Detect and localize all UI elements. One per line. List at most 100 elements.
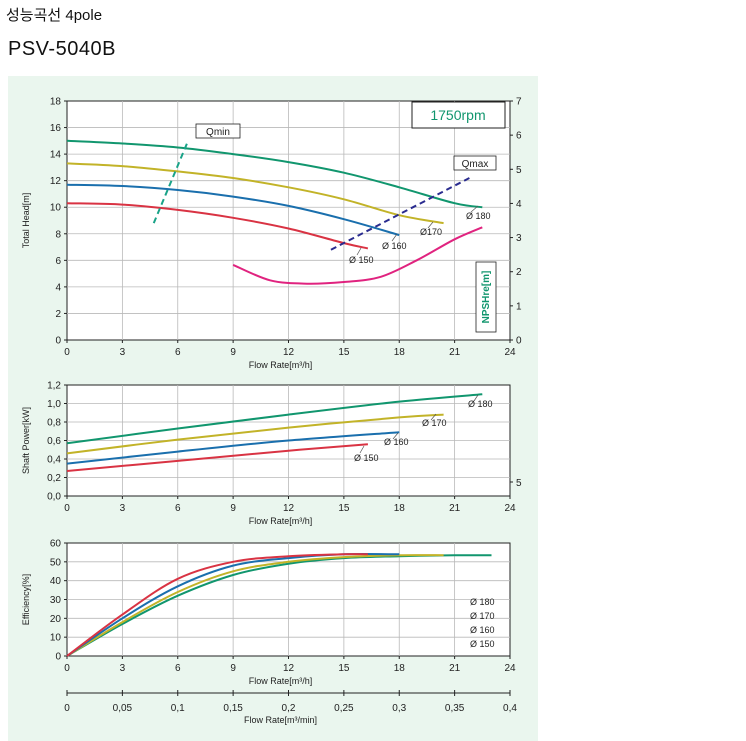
eff-x-tick-label: 18 <box>394 663 406 674</box>
eff-x-tick-label: 15 <box>338 663 350 674</box>
power-label-leader <box>359 445 365 454</box>
power-x-tick-label: 3 <box>120 503 126 514</box>
power-series-label: Ø 180 <box>468 399 493 409</box>
head-y-tick-label: 18 <box>50 97 62 108</box>
power-y-tick-label: 0,6 <box>47 436 61 447</box>
power-y-tick-label: 0,4 <box>47 455 61 466</box>
power-series-label: Ø 150 <box>354 453 379 463</box>
power-label-leader <box>392 432 399 440</box>
head-series-label: Ø170 <box>420 227 442 237</box>
head-label-leader <box>470 205 479 213</box>
qmax-line <box>330 177 470 251</box>
qmax-box <box>453 155 497 171</box>
head-curve-160 <box>66 183 400 237</box>
x2-tick-label: 0,15 <box>223 703 243 714</box>
power-x-tick-label: 12 <box>283 503 295 514</box>
head-y2-tick-label: 5 <box>516 165 522 176</box>
head-x-tick-label: 6 <box>175 347 181 358</box>
power-y2-tick-label: 5 <box>516 478 522 489</box>
head-x-tick-label: 9 <box>230 347 236 358</box>
head-y2-tick-label: 3 <box>516 233 522 244</box>
model-title: PSV-5040B <box>8 38 116 60</box>
head-y-tick-label: 8 <box>55 229 61 240</box>
rpm-label: 1750rpm <box>430 107 485 123</box>
power-x-tick-label: 24 <box>504 503 516 514</box>
x2-tick-label: 0,4 <box>503 703 517 714</box>
eff-y-tick-label: 60 <box>50 539 62 550</box>
eff-y-axis-label: Efficiency[%] <box>21 574 31 625</box>
power-x-tick-label: 0 <box>64 503 70 514</box>
power-curve-160 <box>66 431 400 465</box>
head-x-axis-label: Flow Rate[m³/h] <box>249 360 313 370</box>
power-y-tick-label: 1,0 <box>47 399 61 410</box>
head-y2-tick-label: 1 <box>516 301 522 312</box>
eff-legend-label: Ø 160 <box>470 625 495 635</box>
head-y2-tick-label: 7 <box>516 97 522 108</box>
head-y-tick-label: 14 <box>50 150 62 161</box>
power-x-tick-label: 9 <box>230 503 236 514</box>
npsh-curve <box>232 226 483 285</box>
power-x-tick-label: 18 <box>394 503 406 514</box>
head-y-tick-label: 4 <box>55 282 61 293</box>
power-y-tick-label: 0,0 <box>47 492 61 503</box>
eff-curve-150 <box>66 553 368 657</box>
head-y2-tick-label: 2 <box>516 267 522 278</box>
head-y2-tick-label: 6 <box>516 131 522 142</box>
npsh-label-box <box>475 261 497 333</box>
eff-x-tick-label: 12 <box>283 663 295 674</box>
head-y-tick-label: 16 <box>50 123 62 134</box>
power-series-label: Ø 170 <box>422 418 447 428</box>
power-y-axis-label: Shaft Power[kW] <box>21 407 31 474</box>
eff-x-tick-label: 6 <box>175 663 181 674</box>
head-y-tick-label: 0 <box>55 336 61 347</box>
eff-x-axis-label: Flow Rate[m³/h] <box>249 676 313 686</box>
power-x-tick-label: 15 <box>338 503 350 514</box>
power-x-axis-label: Flow Rate[m³/h] <box>249 516 313 526</box>
eff-y-tick-label: 10 <box>50 633 62 644</box>
head-x-tick-label: 15 <box>338 347 350 358</box>
eff-x-tick-label: 3 <box>120 663 126 674</box>
eff-y-tick-label: 30 <box>50 595 62 606</box>
head-y2-tick-label: 0 <box>516 336 522 347</box>
x2-tick-label: 0,3 <box>392 703 406 714</box>
power-x-tick-label: 21 <box>449 503 461 514</box>
eff-legend-label: Ø 150 <box>470 639 495 649</box>
power-y-tick-label: 0,2 <box>47 473 61 484</box>
head-x-tick-label: 12 <box>283 347 295 358</box>
head-label-leader <box>391 233 398 242</box>
head-x-tick-label: 18 <box>394 347 406 358</box>
x2-tick-label: 0,05 <box>113 703 133 714</box>
head-x-tick-label: 0 <box>64 347 70 358</box>
x2-tick-label: 0 <box>64 703 70 714</box>
head-y-tick-label: 10 <box>50 203 62 214</box>
head-x-tick-label: 3 <box>120 347 126 358</box>
eff-x-tick-label: 9 <box>230 663 236 674</box>
head-y2-tick-label: 4 <box>516 199 522 210</box>
head-label-leader <box>427 221 434 229</box>
head-series-label: Ø 150 <box>349 255 374 265</box>
head-y-tick-label: 6 <box>55 256 61 267</box>
qmax-label: Qmax <box>462 159 489 170</box>
x2-tick-label: 0,1 <box>171 703 185 714</box>
eff-curve-170 <box>66 554 444 657</box>
power-curve-180 <box>66 393 483 445</box>
eff-legend-label: Ø 180 <box>470 597 495 607</box>
head-curve-180 <box>66 139 483 209</box>
head-x-tick-label: 21 <box>449 347 461 358</box>
head-label-leader <box>356 247 362 256</box>
x2-tick-label: 0,25 <box>334 703 354 714</box>
head-y-tick-label: 2 <box>55 309 61 320</box>
qmin-label: Qmin <box>206 127 230 138</box>
power-y-tick-label: 0,8 <box>47 418 61 429</box>
page-title: 성능곡선 4pole <box>6 7 103 24</box>
x2-tick-label: 0,2 <box>282 703 296 714</box>
power-label-leader <box>430 413 437 421</box>
x2-tick-label: 0,35 <box>445 703 465 714</box>
power-y-tick-label: 1,2 <box>47 381 61 392</box>
head-series-label: Ø 160 <box>382 241 407 251</box>
power-label-leader <box>473 394 479 402</box>
power-curve-150 <box>66 443 368 472</box>
power-series-label: Ø 160 <box>384 437 409 447</box>
head-curve-170 <box>66 162 444 225</box>
